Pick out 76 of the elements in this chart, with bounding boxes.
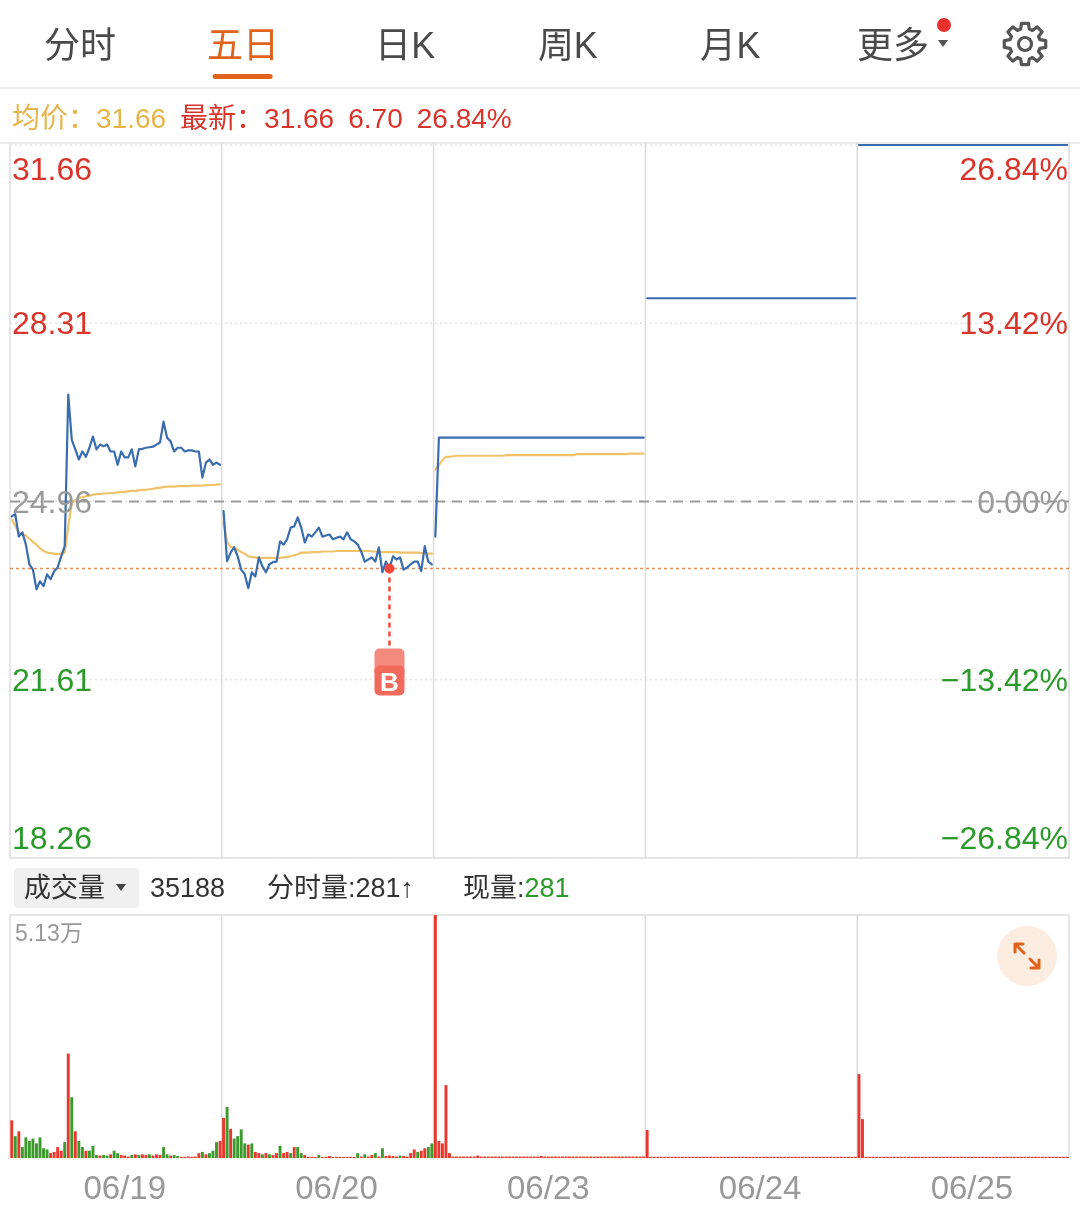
bar xyxy=(225,1106,229,1158)
bar xyxy=(412,1149,416,1158)
bar xyxy=(49,1153,53,1158)
bar xyxy=(409,1153,413,1158)
bar xyxy=(162,1147,165,1158)
bar xyxy=(45,1149,49,1158)
bar xyxy=(56,1147,60,1158)
text: 分时 xyxy=(44,24,116,66)
y-tick-label: 21.61 xyxy=(12,661,93,698)
bar xyxy=(268,1154,271,1158)
text: 35188 xyxy=(150,873,226,903)
annotation: 5.13万 xyxy=(15,920,83,946)
bar xyxy=(52,1151,56,1159)
text: 日K xyxy=(375,24,436,66)
bar xyxy=(84,1150,88,1158)
bar xyxy=(215,1142,218,1158)
bar xyxy=(250,1143,254,1158)
text: 五日 xyxy=(206,24,279,66)
text: 更多 xyxy=(857,24,929,66)
bar xyxy=(380,1148,384,1158)
text: 月K xyxy=(700,24,761,66)
bar xyxy=(232,1138,236,1158)
bar xyxy=(289,1153,293,1158)
bar xyxy=(430,1143,434,1158)
bar xyxy=(253,1151,257,1159)
bar xyxy=(204,1154,208,1158)
x-tick-label: 06/23 xyxy=(507,1168,590,1206)
bar xyxy=(109,1154,113,1158)
text: 均价：31.66 xyxy=(12,102,167,134)
bar xyxy=(59,1150,63,1158)
bar xyxy=(239,1129,243,1158)
bar xyxy=(77,1140,81,1158)
text: 现量:281 xyxy=(462,873,570,903)
text: 26.84% xyxy=(416,102,512,134)
bar xyxy=(31,1138,35,1158)
bar xyxy=(73,1131,77,1158)
x-tick-label: 06/20 xyxy=(295,1168,378,1206)
bar xyxy=(275,1153,278,1158)
y2-tick-label: 0.00% xyxy=(977,483,1068,520)
x-tick-label: 06/24 xyxy=(718,1168,802,1206)
bar xyxy=(66,1053,70,1158)
bar xyxy=(63,1142,67,1158)
bar xyxy=(208,1153,211,1158)
text: 周K xyxy=(537,24,598,66)
bar xyxy=(10,1120,14,1158)
text: 6.70 xyxy=(348,102,403,134)
text: 成交量 xyxy=(24,873,105,903)
text: 最新：31.66 xyxy=(180,102,335,134)
bar xyxy=(13,1136,17,1158)
y2-tick-label: 13.42% xyxy=(959,305,1068,342)
bar xyxy=(282,1153,286,1158)
y2-tick-label: 26.84% xyxy=(959,151,1068,187)
bar xyxy=(155,1154,158,1158)
bar xyxy=(296,1147,300,1158)
bar xyxy=(264,1153,268,1158)
bar xyxy=(645,1130,649,1158)
text: 分时量:281↑ xyxy=(267,873,415,903)
bar xyxy=(27,1140,31,1158)
y-tick-label: 28.31 xyxy=(12,305,93,342)
y2-tick-label: −26.84% xyxy=(940,820,1068,856)
bar xyxy=(102,1155,105,1158)
bar xyxy=(222,1117,226,1159)
bar xyxy=(70,1097,74,1158)
x-tick-label: 06/19 xyxy=(83,1168,167,1206)
bar xyxy=(112,1150,116,1158)
bar xyxy=(24,1137,28,1158)
bar xyxy=(285,1151,289,1159)
bar xyxy=(17,1131,21,1158)
bar xyxy=(144,1155,148,1158)
bar xyxy=(229,1128,233,1158)
annotation: B xyxy=(380,666,399,697)
x-tick-label: 06/25 xyxy=(930,1168,1014,1206)
y2-tick-label: −13.42% xyxy=(940,661,1068,698)
y-tick-label: 18.26 xyxy=(12,820,93,856)
bar xyxy=(292,1147,296,1158)
y-tick-label: 31.66 xyxy=(12,151,93,187)
